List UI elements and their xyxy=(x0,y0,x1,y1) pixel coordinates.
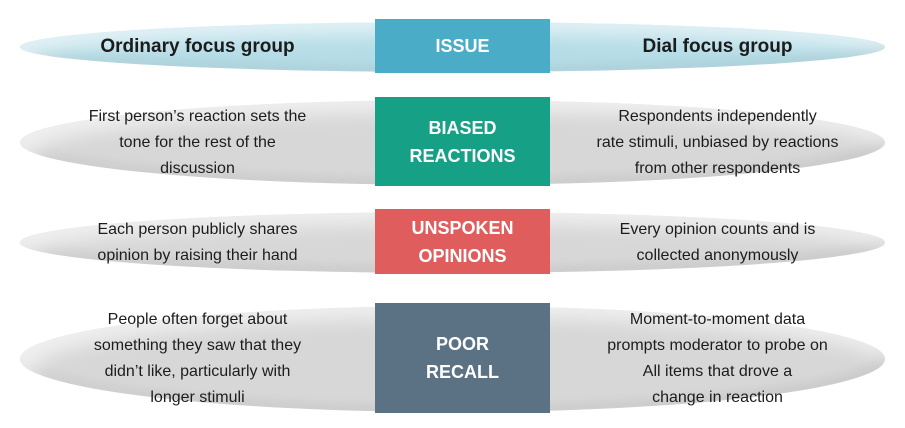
header-issue-box: ISSUE xyxy=(375,19,550,73)
header-dial-focus-group-label: Dial focus group xyxy=(642,36,793,57)
header-ordinary-focus-group-label: Ordinary focus group xyxy=(100,36,295,57)
row-biased-reactions: First person’s reaction sets the tone fo… xyxy=(20,97,885,186)
biased-reactions-dial-text: Respondents independently rate stimuli, … xyxy=(596,107,839,177)
poor-recall-issue-box: POOR RECALL xyxy=(375,303,550,413)
poor-recall-dial-text: Moment-to-moment data prompts moderator … xyxy=(607,311,828,406)
biased-reactions-issue-box: BIASED REACTIONS xyxy=(375,97,550,186)
poor-recall-ordinary-text: People often forget about something they… xyxy=(93,311,302,406)
row-poor-recall: People often forget about something they… xyxy=(20,303,885,413)
unspoken-opinions-dial-text: Every opinion counts and is collected an… xyxy=(619,220,816,264)
header-row: Ordinary focus group ISSUE Dial focus gr… xyxy=(20,19,885,73)
unspoken-opinions-issue-box: UNSPOKEN OPINIONS xyxy=(375,209,550,274)
biased-reactions-ordinary-text: First person’s reaction sets the tone fo… xyxy=(88,107,307,177)
row-unspoken-opinions: Each person publicly shares opinion by r… xyxy=(20,209,885,274)
unspoken-opinions-ordinary-text: Each person publicly shares opinion by r… xyxy=(97,220,298,264)
